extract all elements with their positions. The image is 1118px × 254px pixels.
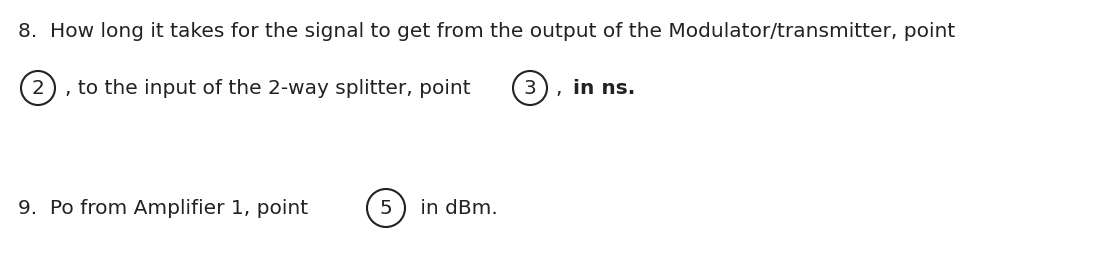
Text: ,: , [556, 78, 569, 98]
Text: , to the input of the 2-way splitter, point: , to the input of the 2-way splitter, po… [65, 78, 471, 98]
Text: 5: 5 [380, 198, 392, 217]
Text: 8.  How long it takes for the signal to get from the output of the Modulator/tra: 8. How long it takes for the signal to g… [18, 22, 955, 41]
Text: in ns.: in ns. [574, 78, 635, 98]
Text: 3: 3 [523, 78, 537, 98]
Text: 2: 2 [31, 78, 45, 98]
Text: 9.  Po from Amplifier 1, point: 9. Po from Amplifier 1, point [18, 198, 309, 217]
Text: in dBm.: in dBm. [414, 198, 498, 217]
